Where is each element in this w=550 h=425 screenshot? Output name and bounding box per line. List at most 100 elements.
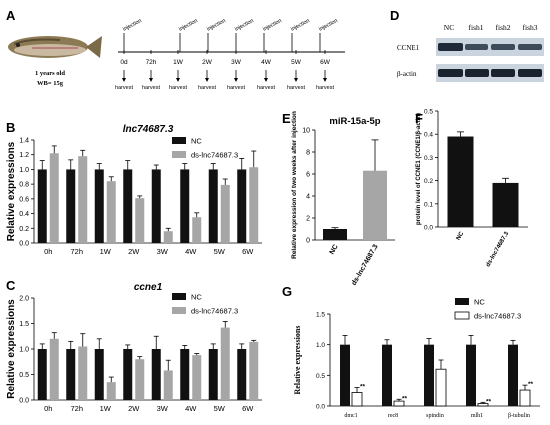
x-tick-label: 0h <box>44 404 52 413</box>
fish-image <box>8 36 102 58</box>
y-tick-label: 6 <box>306 172 310 179</box>
injection-label: injection <box>262 18 283 33</box>
legend-label: ds-lnc74687.3 <box>191 151 238 160</box>
x-tick-label: 3W <box>157 404 169 413</box>
injection-label: injection <box>290 18 311 33</box>
injection-label: injection <box>234 18 255 33</box>
harvest-label: harvest <box>115 85 134 91</box>
blot-band <box>518 44 542 50</box>
harvest-label: harvest <box>316 85 335 91</box>
chart-g: 0.0 0.5 1.0 1.5 dmc1 ** rec8 ** spindin mlh1 ** β-t… <box>293 298 540 419</box>
bar <box>435 368 447 407</box>
harvest-arrowhead <box>323 78 327 82</box>
x-tick-label: 5W <box>214 247 226 256</box>
bar <box>249 341 259 400</box>
harvest-arrowhead <box>205 78 209 82</box>
panel-label-c: C <box>6 278 16 293</box>
bar <box>237 349 247 400</box>
x-tick-label: spindin <box>426 413 444 419</box>
timepoint-label: 4W <box>261 59 272 66</box>
y-tick-label: 0.2 <box>424 178 433 185</box>
harvest-arrowhead <box>294 78 298 82</box>
x-tick-label: 5W <box>214 404 226 413</box>
legend-label: NC <box>474 298 485 307</box>
y-axis-label: Relative expression of two weeks after i… <box>291 111 298 259</box>
y-tick-label: 0 <box>306 238 310 245</box>
blot-lane-label: NC <box>444 23 454 32</box>
y-tick-label: 0.4 <box>19 211 29 218</box>
panel-label-e: E <box>282 111 291 126</box>
harvest-arrowhead <box>122 78 126 82</box>
x-tick-label: 2W <box>128 404 140 413</box>
bar <box>220 327 230 400</box>
harvest-arrowhead <box>234 78 238 82</box>
x-tick-label: 72h <box>70 247 83 256</box>
bar <box>447 136 474 227</box>
chart-title: lnc74687.3 <box>123 124 174 135</box>
y-axis-label: Relative expressions <box>6 141 17 241</box>
y-tick-label: 0.1 <box>424 201 433 208</box>
legend-swatch <box>455 298 469 305</box>
bar <box>163 370 173 400</box>
harvest-arrowhead <box>264 78 268 82</box>
bar <box>466 344 476 406</box>
y-tick-label: 0.5 <box>424 109 433 116</box>
y-tick-label: 2 <box>306 216 310 223</box>
chart-b: 0.0 0.2 0.4 0.6 0.8 1.0 1.2 1.4 0h 72h 1W 2W 3W 4W 5W 6… <box>6 124 262 256</box>
y-tick-label: 8 <box>306 150 310 157</box>
x-tick-label: β-tubulin <box>508 413 530 419</box>
bar <box>151 349 161 400</box>
x-tick-label: dmc1 <box>344 413 357 419</box>
blot-band <box>465 69 489 77</box>
bar <box>135 359 145 400</box>
chart-title: miR-15a-5p <box>329 116 380 127</box>
harvest-label: harvest <box>257 85 276 91</box>
significance-mark: ** <box>360 384 366 391</box>
y-tick-label: 0.6 <box>19 196 29 203</box>
y-tick-label: 0.5 <box>316 373 325 380</box>
bar <box>180 349 190 400</box>
bar <box>424 344 434 406</box>
blot-band <box>491 69 515 77</box>
y-tick-label: 2.0 <box>19 296 29 303</box>
harvest-label: harvest <box>198 85 217 91</box>
x-tick-label: 3W <box>157 247 169 256</box>
panel-label-a: A <box>6 8 16 23</box>
bar <box>492 182 519 227</box>
y-axis-label: protein level of CCNE1 (CCNE1/β-actin) <box>416 113 422 225</box>
y-tick-label: 0.5 <box>19 372 29 379</box>
chart-c: 0.0 0.5 1.0 1.5 2.0 0h 72h 1W 2W 3W 4W 5W 6W NC ds-lnc… <box>6 282 262 413</box>
timepoint-label: 0d <box>120 59 128 66</box>
harvest-arrowhead <box>149 78 153 82</box>
bar <box>123 169 133 243</box>
panel-label-d: D <box>390 8 399 23</box>
bar <box>37 169 47 243</box>
timepoint-label: 1W <box>173 59 184 66</box>
blot-band <box>491 44 515 50</box>
x-tick-label: 6W <box>242 247 254 256</box>
bar <box>66 349 76 400</box>
x-tick-label: 4W <box>185 404 197 413</box>
blot-row-label: CCNE1 <box>397 44 420 52</box>
y-tick-label: 0.0 <box>19 241 29 248</box>
y-tick-label: 1.5 <box>19 321 29 328</box>
harvest-label: harvest <box>169 85 188 91</box>
timepoint-label: 6W <box>320 59 331 66</box>
bar <box>163 231 173 243</box>
timepoint-label: 3W <box>231 59 242 66</box>
harvest-label: harvest <box>227 85 246 91</box>
bar <box>37 349 47 400</box>
injection-label: injection <box>122 18 143 33</box>
y-tick-label: 10 <box>302 128 310 135</box>
bar <box>208 349 218 400</box>
timepoint-label: 5W <box>291 59 302 66</box>
harvest-arrowhead <box>176 78 180 82</box>
y-axis-label: Relative expressions <box>293 326 302 395</box>
y-tick-label: 4 <box>306 194 310 201</box>
bar <box>323 229 347 240</box>
chart-f: 0.0 0.1 0.2 0.3 0.4 0.5 NC ds-lnc74687.3 protein… <box>416 109 528 268</box>
y-tick-label: 0.2 <box>19 226 29 233</box>
bar <box>94 169 104 243</box>
panel-label-f: F <box>415 111 423 126</box>
legend-swatch <box>172 151 186 158</box>
